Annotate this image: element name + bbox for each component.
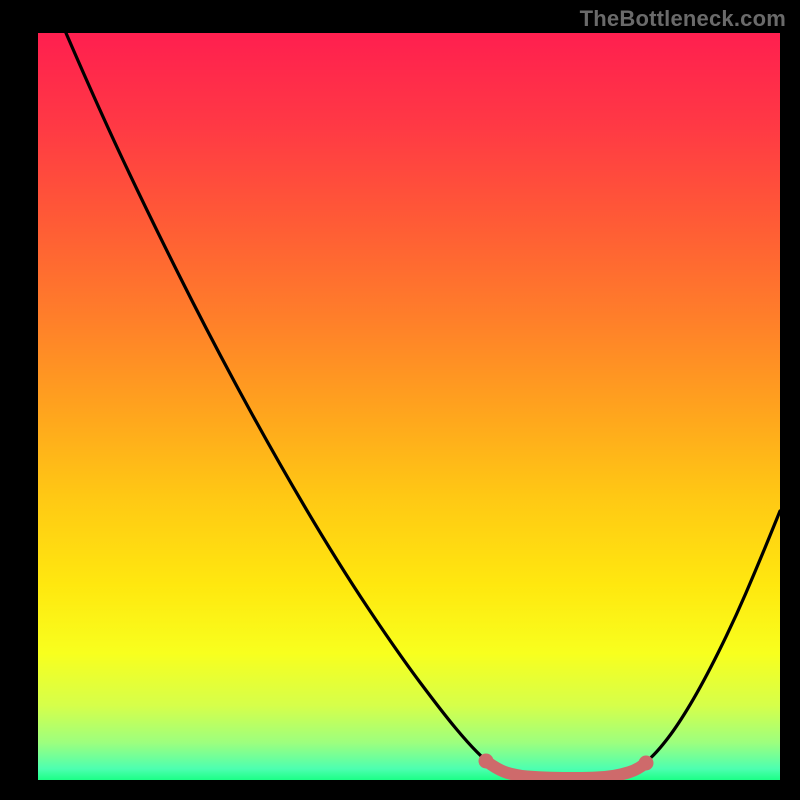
plot-area (38, 33, 780, 780)
chart-svg (38, 33, 780, 780)
highlight-endpoint-dot (479, 754, 494, 769)
chart-container: TheBottleneck.com (0, 0, 800, 800)
watermark-text: TheBottleneck.com (580, 6, 786, 32)
highlight-endpoint-dot (639, 756, 654, 771)
